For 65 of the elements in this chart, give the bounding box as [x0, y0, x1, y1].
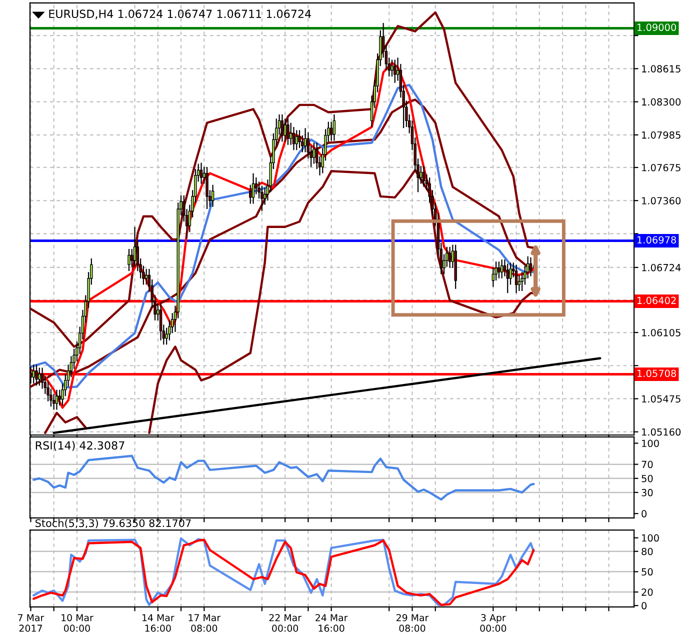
x-tick-label: 10 Mar 00:00: [62, 614, 94, 632]
x-tick-label: 17 Mar 08:00: [188, 614, 221, 632]
y-tick-label: 1.07360: [642, 197, 681, 204]
candlestick: [133, 226, 136, 268]
text: EURUSD,H4 1.06724 1.06747 1.06711 1.06724: [49, 10, 311, 20]
x-tick-label: 29 Mar 08:00: [396, 614, 429, 632]
x-tick-label: 3 Apr 00:00: [480, 614, 506, 632]
y-tick-label: 100: [642, 440, 659, 448]
y-tick-label: 0: [642, 510, 647, 518]
y-tick-label: 1.06724: [642, 264, 681, 272]
ref-line-label: 1.06402: [638, 296, 676, 304]
y-tick-label: 30: [642, 488, 653, 496]
y-tick-label: 80: [642, 548, 653, 556]
x-tick-label: 24 Mar 16:00: [316, 614, 348, 632]
candlestick: [498, 261, 500, 279]
candlestick: [420, 165, 422, 184]
y-tick-label: 1.05160: [642, 428, 681, 436]
candlestick: [506, 263, 509, 294]
chart-title: RSI(14) 42.3087: [36, 441, 124, 451]
candlestick: [500, 258, 504, 279]
candlestick: [286, 118, 290, 146]
candlestick: [390, 59, 394, 78]
candlestick: [295, 130, 298, 151]
candlestick: [211, 184, 214, 208]
candlestick: [312, 142, 316, 164]
ref-line-label: 1.06978: [638, 236, 676, 244]
chart-title: Stoch(5,3,3) 79.6350 82.1707: [36, 519, 191, 528]
y-tick-label: 1.08615: [642, 65, 680, 73]
ref-line-label: 1.09000: [638, 24, 676, 32]
candlestick: [159, 303, 162, 341]
candlestick: [394, 59, 396, 84]
candlestick: [200, 162, 203, 184]
candlestick: [252, 172, 255, 204]
candlestick: [32, 364, 35, 384]
y-tick-label: 50: [642, 568, 653, 576]
y-tick-label: 0: [642, 602, 647, 610]
y-tick-label: 1.07985: [642, 131, 680, 139]
candlestick: [422, 165, 426, 188]
y-tick-label: 20: [642, 588, 653, 596]
candlestick: [35, 364, 38, 386]
line-series: [32, 454, 535, 501]
y-tick-label: 1.05475: [642, 395, 680, 403]
candlestick: [529, 256, 532, 277]
candlestick: [55, 389, 58, 410]
y-tick-label: 1.08300: [642, 98, 681, 106]
candlestick: [128, 248, 130, 272]
candlestick: [448, 246, 452, 268]
candlestick: [284, 118, 286, 142]
y-tick-label: 70: [642, 460, 653, 468]
y-tick-label: 50: [642, 474, 653, 482]
candlestick: [206, 166, 208, 210]
candlestick: [260, 185, 264, 212]
x-tick-label: 7 Mar 2017: [18, 614, 44, 632]
y-tick-label: 1.07675: [642, 164, 680, 172]
x-tick-label: 14 Mar 16:00: [142, 614, 174, 632]
candlestick: [292, 126, 296, 151]
y-tick-label: 100: [642, 534, 659, 542]
candlestick: [298, 130, 301, 149]
candlestick: [332, 114, 336, 142]
y-tick-label: 1.06105: [642, 328, 680, 336]
candlestick: [514, 264, 518, 294]
ref-line-label: 1.05708: [638, 370, 676, 378]
candlestick: [280, 114, 284, 142]
x-tick-label: 22 Mar 00:00: [269, 614, 302, 632]
candlestick: [38, 367, 41, 386]
